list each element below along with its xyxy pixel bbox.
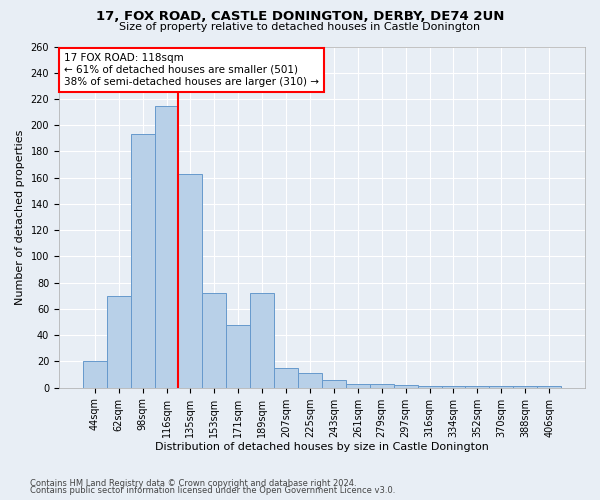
Bar bbox=[178, 174, 202, 388]
Text: Contains public sector information licensed under the Open Government Licence v3: Contains public sector information licen… bbox=[30, 486, 395, 495]
Bar bbox=[513, 386, 537, 388]
Bar bbox=[537, 386, 561, 388]
Bar bbox=[131, 134, 155, 388]
Bar bbox=[490, 386, 513, 388]
Text: 17 FOX ROAD: 118sqm
← 61% of detached houses are smaller (501)
38% of semi-detac: 17 FOX ROAD: 118sqm ← 61% of detached ho… bbox=[64, 54, 319, 86]
Bar bbox=[155, 106, 178, 388]
Text: Size of property relative to detached houses in Castle Donington: Size of property relative to detached ho… bbox=[119, 22, 481, 32]
X-axis label: Distribution of detached houses by size in Castle Donington: Distribution of detached houses by size … bbox=[155, 442, 489, 452]
Text: Contains HM Land Registry data © Crown copyright and database right 2024.: Contains HM Land Registry data © Crown c… bbox=[30, 478, 356, 488]
Text: 17, FOX ROAD, CASTLE DONINGTON, DERBY, DE74 2UN: 17, FOX ROAD, CASTLE DONINGTON, DERBY, D… bbox=[96, 10, 504, 23]
Bar bbox=[322, 380, 346, 388]
Bar bbox=[226, 324, 250, 388]
Bar bbox=[202, 293, 226, 388]
Bar bbox=[466, 386, 490, 388]
Bar bbox=[442, 386, 466, 388]
Bar bbox=[274, 368, 298, 388]
Bar bbox=[298, 374, 322, 388]
Bar bbox=[250, 293, 274, 388]
Bar bbox=[370, 384, 394, 388]
Bar bbox=[394, 385, 418, 388]
Bar bbox=[107, 296, 131, 388]
Y-axis label: Number of detached properties: Number of detached properties bbox=[15, 130, 25, 305]
Bar bbox=[83, 362, 107, 388]
Bar bbox=[418, 386, 442, 388]
Bar bbox=[346, 384, 370, 388]
